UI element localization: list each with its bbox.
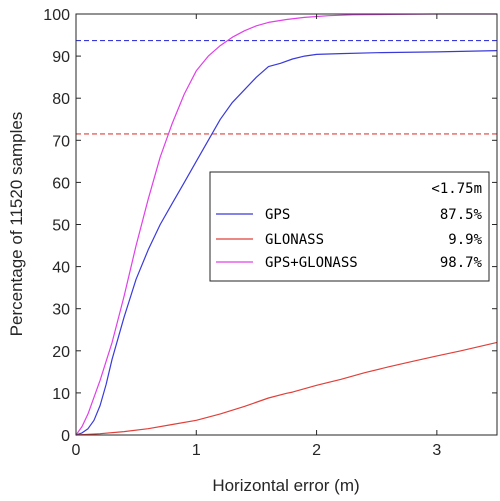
legend-value-gps: 87.5%	[440, 207, 483, 223]
series-line-gps-glonass	[75, 13, 497, 436]
series-line-gps	[75, 50, 498, 436]
y-tick-label: 30	[52, 302, 70, 319]
y-tick-label: 60	[52, 175, 70, 192]
series-layer	[75, 13, 498, 436]
legend-label-gps-glonass: GPS+GLONASS	[265, 255, 358, 271]
y-tick-label: 10	[52, 386, 70, 403]
y-tick-label: 100	[43, 7, 70, 24]
x-tick-label: 2	[312, 442, 321, 459]
y-axis-label: Percentage of 11520 samples	[7, 112, 26, 337]
y-axis: 0 10 20 30 40 50 60 70 80 90 100	[43, 7, 497, 445]
y-tick-label: 0	[61, 428, 70, 445]
y-tick-label: 80	[52, 91, 70, 108]
x-tick-label: 0	[72, 442, 81, 459]
x-axis-label: Horizontal error (m)	[212, 476, 359, 495]
series-line-glonass	[75, 341, 498, 436]
legend-value-glonass: 9.9%	[448, 232, 482, 248]
y-tick-label: 70	[52, 133, 70, 150]
x-tick-label: 1	[192, 442, 201, 459]
x-axis: 0 1 2 3	[72, 14, 441, 459]
legend-value-gps-glonass: 98.7%	[440, 255, 483, 271]
legend-label-gps: GPS	[265, 207, 290, 223]
legend-header: <1.75m	[431, 181, 482, 197]
y-tick-label: 50	[52, 218, 70, 235]
x-tick-label: 3	[432, 442, 441, 459]
legend-label-glonass: GLONASS	[265, 232, 324, 248]
legend-box	[209, 171, 490, 282]
legend: <1.75m GPS 87.5% GLONASS 9.9% GPS+GLONAS…	[209, 171, 490, 282]
y-tick-label: 40	[52, 260, 70, 277]
y-tick-label: 20	[52, 344, 70, 361]
y-tick-label: 90	[52, 49, 70, 66]
